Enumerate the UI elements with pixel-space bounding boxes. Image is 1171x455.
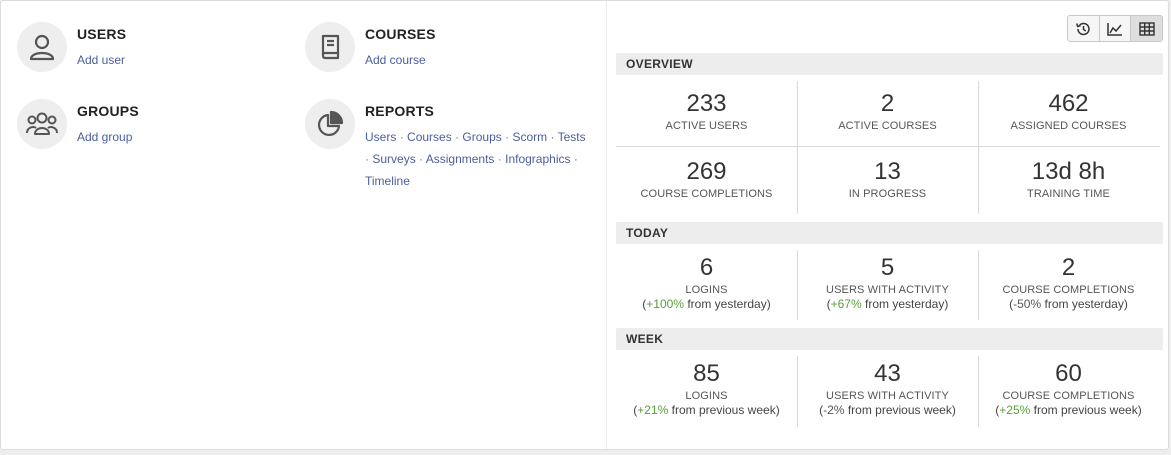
groups-tile: GROUPS Add group xyxy=(17,99,277,154)
users-title: USERS xyxy=(77,26,127,42)
grid-divider xyxy=(797,81,798,214)
table-icon[interactable] xyxy=(1131,16,1162,41)
reports-links: Users · Courses · Groups · Scorm · Tests… xyxy=(365,130,586,188)
today-users-with-activity: 5 USERS WITH ACTIVITY (+67% from yesterd… xyxy=(826,254,949,311)
courses-tile: COURSES Add course xyxy=(305,22,585,77)
report-link-surveys[interactable]: Surveys xyxy=(372,152,416,166)
reports-title: REPORTS xyxy=(365,103,435,119)
today-course-completions: 2 COURSE COMPLETIONS (-50% from yesterda… xyxy=(1002,254,1135,311)
pie-chart-icon[interactable] xyxy=(305,99,355,149)
grid-divider xyxy=(978,250,979,320)
courses-title: COURSES xyxy=(365,26,436,42)
add-group-link[interactable]: Add group xyxy=(77,130,133,144)
users-links: Add user xyxy=(77,49,125,71)
groups-links: Add group xyxy=(77,126,132,148)
report-link-infographics[interactable]: Infographics xyxy=(505,152,571,166)
overview-grid: 233 ACTIVE USERS 2 ACTIVE COURSES 462 AS… xyxy=(616,81,1160,214)
add-user-link[interactable]: Add user xyxy=(77,53,126,67)
stat-in-progress: 13 IN PROGRESS xyxy=(848,158,927,200)
report-link-assignments[interactable]: Assignments xyxy=(425,152,495,166)
view-toolbar xyxy=(1067,15,1163,42)
panel-divider xyxy=(606,1,607,449)
book-icon[interactable] xyxy=(305,22,355,72)
reports-tile: REPORTS Users · Courses · Groups · Scorm… xyxy=(305,99,595,199)
week-users-with-activity: 43 USERS WITH ACTIVITY (-2% from previou… xyxy=(819,360,956,417)
week-course-completions: 60 COURSE COMPLETIONS (+25% from previou… xyxy=(995,360,1142,417)
stat-active-courses: 2 ACTIVE COURSES xyxy=(838,90,937,132)
report-link-tests[interactable]: Tests xyxy=(557,130,586,144)
today-logins: 6 LOGINS (+100% from yesterday) xyxy=(642,254,771,311)
today-grid: 6 LOGINS (+100% from yesterday) 5 USERS … xyxy=(616,250,1160,320)
history-icon[interactable] xyxy=(1068,16,1100,41)
report-link-groups[interactable]: Groups xyxy=(462,130,502,144)
user-icon[interactable] xyxy=(17,22,67,72)
grid-divider xyxy=(616,146,1160,147)
stats-area: OVERVIEW 233 ACTIVE USERS 2 ACTIVE COURS… xyxy=(607,1,1169,449)
week-header: WEEK xyxy=(616,328,1163,350)
grid-divider xyxy=(978,81,979,214)
grid-divider xyxy=(978,356,979,427)
grid-divider xyxy=(797,356,798,427)
courses-links: Add course xyxy=(365,49,426,71)
stat-active-users: 233 ACTIVE USERS xyxy=(665,90,748,132)
today-header: TODAY xyxy=(616,222,1163,244)
line-chart-icon[interactable] xyxy=(1099,16,1132,41)
overview-header: OVERVIEW xyxy=(616,53,1163,75)
week-logins: 85 LOGINS (+21% from previous week) xyxy=(633,360,780,417)
stat-assigned-courses: 462 ASSIGNED COURSES xyxy=(1010,90,1127,132)
group-icon[interactable] xyxy=(17,99,67,149)
report-link-courses[interactable]: Courses xyxy=(407,130,452,144)
report-link-scorm[interactable]: Scorm xyxy=(512,130,548,144)
week-grid: 85 LOGINS (+21% from previous week) 43 U… xyxy=(616,356,1160,427)
add-course-link[interactable]: Add course xyxy=(365,53,426,67)
stat-course-completions: 269 COURSE COMPLETIONS xyxy=(640,158,773,200)
quick-links-area: USERS Add user COURSES Add course xyxy=(1,1,606,449)
grid-divider xyxy=(797,250,798,320)
report-link-users[interactable]: Users xyxy=(365,130,397,144)
groups-title: GROUPS xyxy=(77,103,139,119)
stat-training-time: 13d 8h TRAINING TIME xyxy=(1027,158,1110,200)
users-tile: USERS Add user xyxy=(17,22,277,77)
report-link-timeline[interactable]: Timeline xyxy=(365,174,410,188)
